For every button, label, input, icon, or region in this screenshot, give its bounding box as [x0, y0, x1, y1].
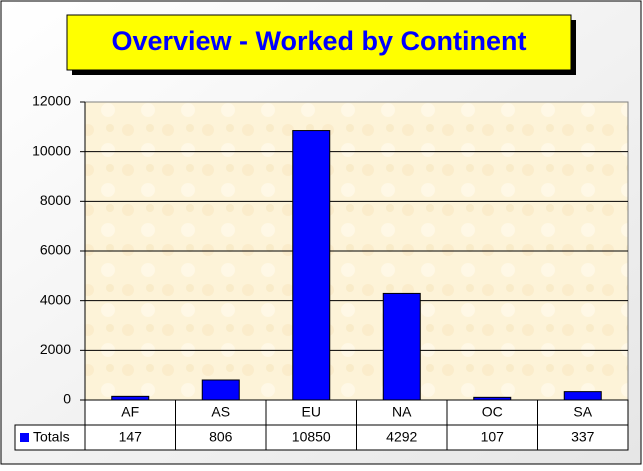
- legend-label: Totals: [33, 429, 70, 445]
- bar: [473, 396, 512, 401]
- x-tick-label: SA: [573, 404, 592, 420]
- x-tick-label: AF: [121, 404, 139, 420]
- bar: [292, 130, 331, 401]
- table-value: 147: [119, 429, 143, 445]
- table-value: 337: [571, 429, 595, 445]
- x-tick-label: OC: [482, 404, 503, 420]
- y-tick-label: 10000: [32, 142, 71, 158]
- x-tick-label: NA: [392, 404, 412, 420]
- table-value: 806: [209, 429, 233, 445]
- bar: [563, 391, 602, 401]
- bar: [382, 292, 421, 401]
- y-tick-label: 2000: [40, 341, 71, 357]
- chart-title: Overview - Worked by Continent: [111, 26, 526, 56]
- y-tick-label: 8000: [40, 192, 71, 208]
- table-value: 4292: [386, 429, 417, 445]
- legend-swatch: [20, 433, 29, 442]
- x-tick-label: EU: [302, 404, 321, 420]
- x-tick-label: AS: [211, 404, 230, 420]
- table-value: 107: [481, 429, 505, 445]
- y-tick-label: 12000: [32, 93, 71, 109]
- title-box: [66, 14, 572, 71]
- bar: [111, 395, 150, 401]
- y-tick-label: 4000: [40, 291, 71, 307]
- y-tick-label: 6000: [40, 242, 71, 258]
- table-value: 10850: [292, 429, 331, 445]
- y-tick-label: 0: [63, 391, 71, 407]
- bar: [201, 379, 240, 401]
